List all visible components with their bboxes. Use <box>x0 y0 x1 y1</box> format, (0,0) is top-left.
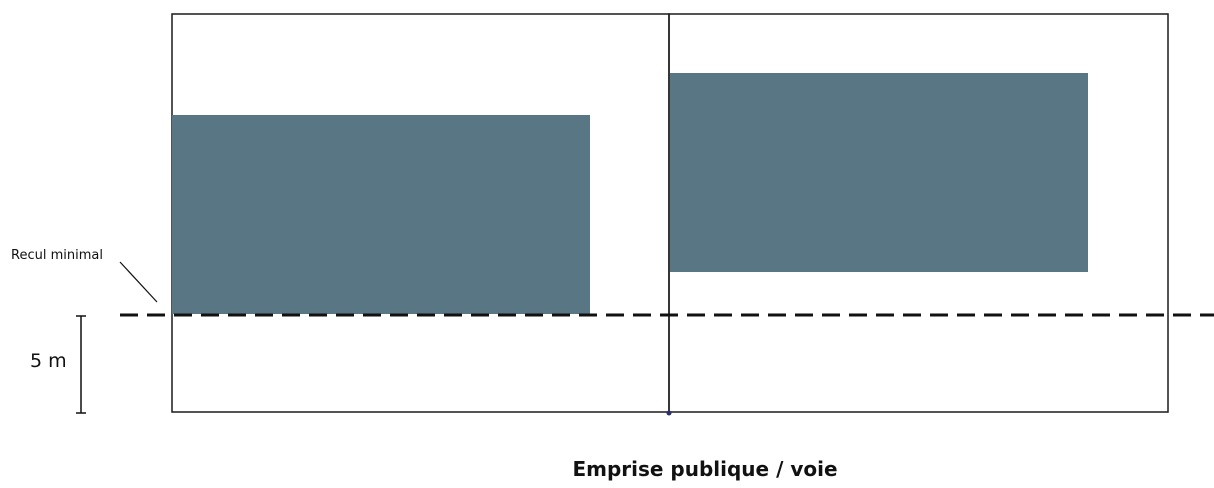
setback-leader-line <box>119 261 158 303</box>
building-left <box>172 115 590 314</box>
building-right <box>670 73 1088 272</box>
dimension-marker <box>76 315 86 414</box>
parcel-right <box>668 13 1169 413</box>
dimension-label: 5 m <box>30 350 67 372</box>
public-way-label: Emprise publique / voie <box>572 457 837 481</box>
boundary-marker-dot <box>666 410 672 416</box>
setback-label: Recul minimal <box>11 248 103 263</box>
